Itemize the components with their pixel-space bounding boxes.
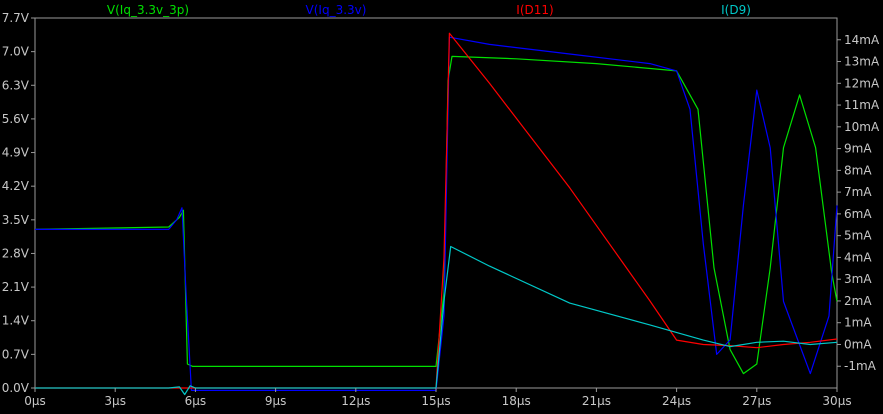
x-tick-label: 27µs bbox=[742, 394, 771, 408]
y-left-tick-label: 2.1V bbox=[2, 280, 30, 294]
legend-i-d9: I(D9) bbox=[721, 3, 751, 17]
y-right-tick-label: 4mA bbox=[844, 250, 872, 264]
y-left-tick-label: 0.7V bbox=[2, 347, 30, 361]
y-left-tick-label: 7.0V bbox=[2, 45, 30, 59]
y-right-tick-label: 7mA bbox=[844, 185, 872, 199]
y-left-tick-label: 2.8V bbox=[2, 246, 30, 260]
y-right-tick-label: 9mA bbox=[844, 142, 872, 156]
x-tick-label: 6µs bbox=[185, 394, 207, 408]
series-line-0 bbox=[34, 55, 838, 375]
y-left-tick-label: 3.5V bbox=[2, 213, 30, 227]
y-right-tick-label: 2mA bbox=[844, 294, 872, 308]
y-right-tick-label: 14mA bbox=[844, 33, 880, 47]
legend-i-d11: I(D11) bbox=[516, 3, 553, 17]
y-right-tick-label: 13mA bbox=[844, 55, 880, 69]
x-tick-label: 0µs bbox=[24, 394, 46, 408]
y-right-tick-label: 8mA bbox=[844, 163, 872, 177]
y-right-tick-label: 3mA bbox=[844, 272, 872, 286]
y-left-tick-label: 0.0V bbox=[2, 381, 30, 395]
legend-v-iq: V(Iq_3.3v) bbox=[306, 3, 367, 17]
y-left-tick-label: 7.7V bbox=[2, 11, 30, 25]
x-tick-label: 3µs bbox=[104, 394, 126, 408]
y-right-tick-label: 11mA bbox=[844, 98, 880, 112]
x-tick-label: 18µs bbox=[502, 394, 531, 408]
x-tick-label: 30µs bbox=[822, 394, 851, 408]
y-right-tick-label: 12mA bbox=[844, 76, 880, 90]
y-left-tick-label: 4.9V bbox=[2, 146, 30, 160]
y-right-tick-label: 1mA bbox=[844, 316, 872, 330]
y-right-tick-label: 6mA bbox=[844, 207, 872, 221]
y-left-tick-label: 1.4V bbox=[2, 314, 30, 328]
x-tick-label: 9µs bbox=[265, 394, 287, 408]
y-left-tick-label: 5.6V bbox=[2, 112, 30, 126]
series-line-3 bbox=[35, 245, 838, 396]
series-line-2 bbox=[35, 32, 838, 389]
legend-v-iq-3p: V(Iq_3.3v_3p) bbox=[107, 3, 189, 17]
y-right-tick-label: 10mA bbox=[844, 120, 880, 134]
y-left-tick-label: 4.2V bbox=[2, 179, 30, 193]
x-tick-label: 12µs bbox=[341, 394, 370, 408]
series-line-1 bbox=[35, 36, 838, 391]
y-right-tick-label: -1mA bbox=[844, 359, 877, 373]
x-tick-label: 21µs bbox=[582, 394, 611, 408]
y-right-tick-label: 0mA bbox=[844, 337, 872, 351]
x-tick-label: 15µs bbox=[421, 394, 450, 408]
x-tick-label: 24µs bbox=[662, 394, 691, 408]
y-left-tick-label: 6.3V bbox=[2, 78, 30, 92]
y-right-tick-label: 5mA bbox=[844, 229, 872, 243]
